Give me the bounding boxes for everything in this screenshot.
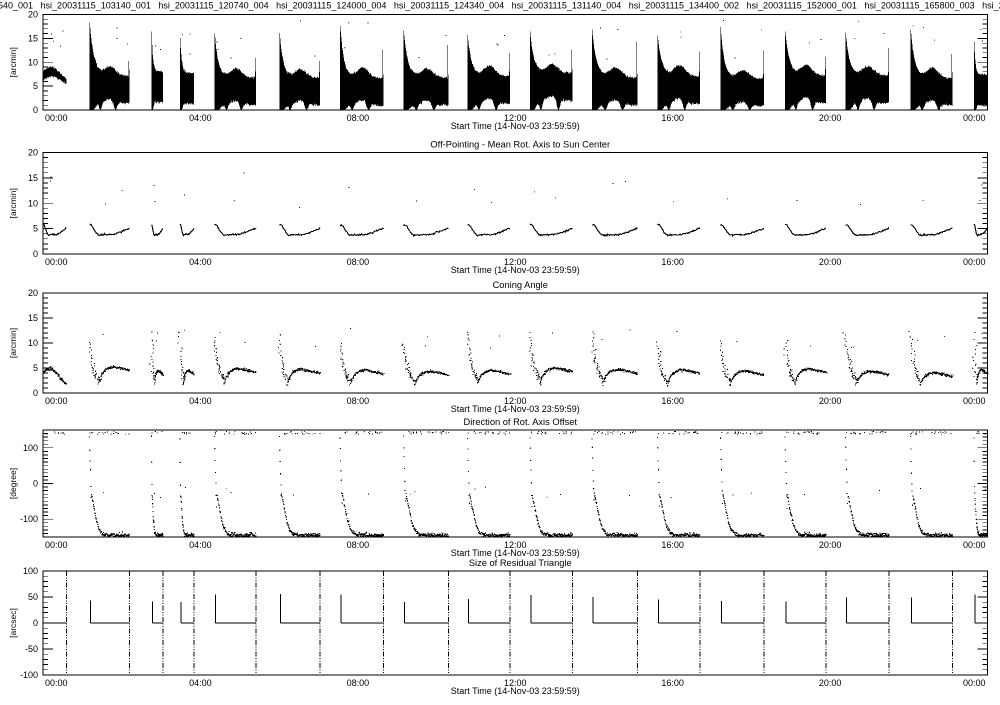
svg-text:Start Time (14-Nov-03 23:59:59: Start Time (14-Nov-03 23:59:59)	[451, 265, 580, 275]
svg-text:16:00: 16:00	[661, 113, 684, 123]
svg-text:20:00: 20:00	[819, 113, 842, 123]
svg-text:Coning Angle: Coning Angle	[493, 280, 548, 290]
svg-text:20:00: 20:00	[819, 540, 842, 550]
svg-text:08:00: 08:00	[347, 257, 370, 267]
svg-text:0: 0	[33, 479, 38, 489]
svg-text:[degree]: [degree]	[8, 468, 18, 499]
svg-text:100: 100	[23, 566, 38, 576]
svg-text:5: 5	[33, 224, 38, 234]
svg-text:[arcmin]: [arcmin]	[8, 188, 18, 218]
svg-text:00:00: 00:00	[45, 540, 68, 550]
svg-text:Direction of Rot. Axis Offset: Direction of Rot. Axis Offset	[463, 417, 577, 427]
svg-text:04:00: 04:00	[189, 678, 212, 688]
svg-text:20: 20	[28, 10, 38, 20]
svg-text:00:00: 00:00	[963, 113, 986, 123]
svg-text:08:00: 08:00	[347, 113, 370, 123]
svg-text:00:00: 00:00	[963, 257, 986, 267]
svg-text:00:00: 00:00	[963, 678, 986, 688]
svg-text:5: 5	[33, 81, 38, 91]
svg-text:20:00: 20:00	[819, 257, 842, 267]
svg-text:10: 10	[28, 57, 38, 67]
svg-text:0: 0	[33, 388, 38, 398]
svg-text:Start Time (14-Nov-03 23:59:59: Start Time (14-Nov-03 23:59:59)	[451, 686, 580, 696]
svg-text:-100: -100	[20, 514, 38, 524]
svg-text:10: 10	[28, 338, 38, 348]
svg-text:00:00: 00:00	[963, 396, 986, 406]
svg-text:08:00: 08:00	[347, 396, 370, 406]
svg-text:04:00: 04:00	[189, 113, 212, 123]
svg-text:85540_001 hsi_20031115_10314: 85540_001 hsi_20031115_103140_001 hsi_20…	[0, 0, 1000, 10]
svg-text:-50: -50	[25, 644, 38, 654]
svg-text:5: 5	[33, 363, 38, 373]
svg-text:16:00: 16:00	[661, 257, 684, 267]
svg-text:20:00: 20:00	[819, 396, 842, 406]
svg-text:Off-Pointing - Mean Rot. Axi: Off-Pointing - Mean Rot. Axis to Sun Cen…	[430, 140, 610, 150]
svg-text:04:00: 04:00	[189, 540, 212, 550]
svg-text:-100: -100	[20, 670, 38, 680]
svg-text:0: 0	[33, 618, 38, 628]
svg-text:16:00: 16:00	[661, 678, 684, 688]
svg-text:16:00: 16:00	[661, 396, 684, 406]
svg-text:[arcmin]: [arcmin]	[8, 47, 18, 77]
svg-text:100: 100	[23, 443, 38, 453]
svg-text:04:00: 04:00	[189, 257, 212, 267]
svg-text:Start Time (14-Nov-03 23:59:59: Start Time (14-Nov-03 23:59:59)	[451, 548, 580, 558]
svg-text:50: 50	[28, 592, 38, 602]
svg-text:20: 20	[28, 148, 38, 158]
svg-text:20: 20	[28, 288, 38, 298]
svg-text:16:00: 16:00	[661, 540, 684, 550]
svg-text:[arcmin]: [arcmin]	[8, 328, 18, 358]
svg-text:0: 0	[33, 105, 38, 115]
svg-text:0: 0	[33, 249, 38, 259]
svg-text:08:00: 08:00	[347, 540, 370, 550]
svg-text:Start Time (14-Nov-03 23:59:59: Start Time (14-Nov-03 23:59:59)	[451, 404, 580, 414]
svg-text:[arcsec]: [arcsec]	[8, 608, 18, 638]
svg-text:00:00: 00:00	[45, 678, 68, 688]
svg-text:15: 15	[28, 313, 38, 323]
svg-text:00:00: 00:00	[45, 113, 68, 123]
svg-text:10: 10	[28, 198, 38, 208]
svg-text:00:00: 00:00	[45, 396, 68, 406]
svg-text:00:00: 00:00	[45, 257, 68, 267]
svg-text:20:00: 20:00	[819, 678, 842, 688]
svg-text:15: 15	[28, 33, 38, 43]
svg-text:08:00: 08:00	[347, 678, 370, 688]
svg-text:04:00: 04:00	[189, 396, 212, 406]
svg-text:Size of Residual Triangle: Size of Residual Triangle	[469, 558, 572, 568]
svg-text:15: 15	[28, 173, 38, 183]
svg-text:00:00: 00:00	[963, 540, 986, 550]
svg-text:Start Time (14-Nov-03 23:59:59: Start Time (14-Nov-03 23:59:59)	[451, 121, 580, 131]
